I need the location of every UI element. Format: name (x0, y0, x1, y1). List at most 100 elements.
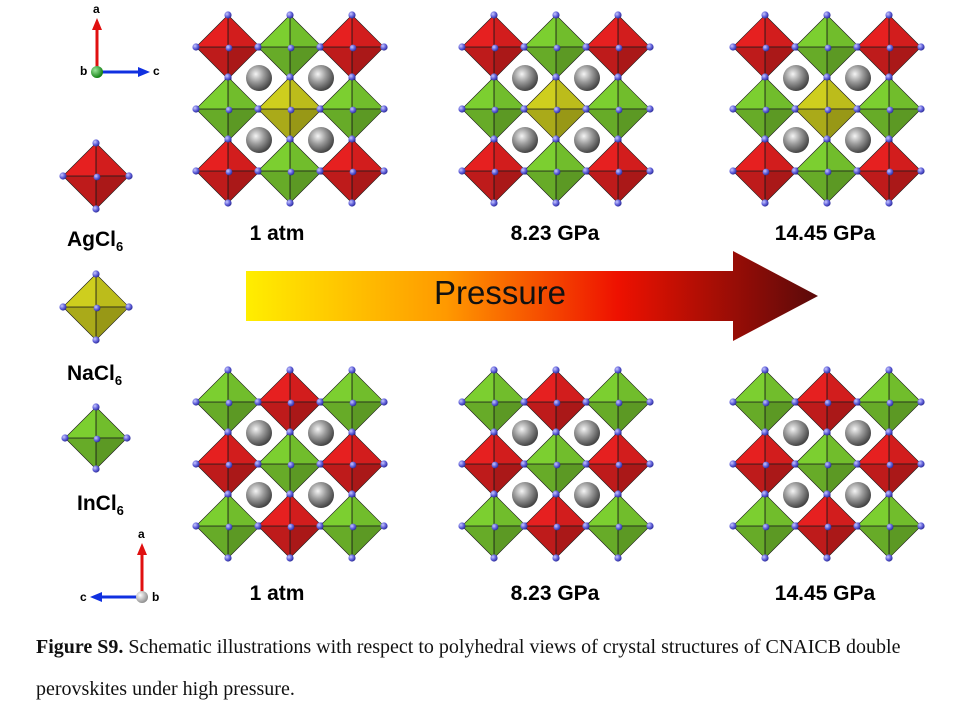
structure-top-2 (458, 11, 654, 207)
crystal-structures (192, 11, 925, 562)
structure-bottom-2-octahedron (582, 428, 654, 500)
cesium-atom (783, 420, 809, 446)
structure-top-2-octahedron (458, 73, 530, 145)
cesium-atom (308, 127, 334, 153)
structure-bottom-3-octahedron (729, 490, 801, 562)
cesium-atom (574, 482, 600, 508)
bottom-label-14-45gpa: 14.45 GPa (774, 582, 876, 605)
structure-top-1-octahedron (316, 11, 388, 83)
figure-caption: Figure S9. Schematic illustrations with … (36, 626, 951, 710)
cesium-atom (574, 65, 600, 91)
axis-c-label-bottom: c (80, 590, 87, 604)
axis-triad-top (91, 18, 150, 78)
structure-bottom-1-octahedron (254, 428, 326, 500)
legend-octahedron-incl6 (61, 403, 131, 473)
structure-top-1-octahedron (254, 135, 326, 207)
pressure-label: Pressure (433, 274, 567, 311)
cesium-atom (512, 482, 538, 508)
axis-triad-bottom (90, 543, 148, 603)
structure-bottom-2-octahedron (582, 490, 654, 562)
structure-top-1-octahedron (316, 135, 388, 207)
cesium-atom (308, 65, 334, 91)
structure-bottom-1-octahedron (192, 428, 264, 500)
bottom-label-1atm: 1 atm (249, 582, 305, 605)
cesium-atom (845, 420, 871, 446)
top-label-8-23gpa: 8.23 GPa (510, 222, 600, 245)
cesium-atom (845, 65, 871, 91)
structure-bottom-1-octahedron (192, 366, 264, 438)
structure-top-3-octahedron (729, 135, 801, 207)
legend-label-nacl6: NaCl6 (67, 362, 123, 388)
cesium-atom (783, 65, 809, 91)
bottom-label-8-23gpa: 8.23 GPa (510, 582, 600, 605)
structure-top-1-octahedron (316, 73, 388, 145)
axis-c-label-top: c (153, 64, 160, 78)
structure-top-2-octahedron (458, 135, 530, 207)
structure-bottom-2-octahedron (582, 366, 654, 438)
cesium-atom (512, 127, 538, 153)
structure-bottom-1-octahedron (316, 366, 388, 438)
cesium-atom (512, 65, 538, 91)
structure-top-3-octahedron (791, 135, 863, 207)
structure-bottom-1-octahedron (254, 366, 326, 438)
structure-bottom-1-octahedron (316, 490, 388, 562)
legend-octahedron-nacl6 (59, 270, 133, 344)
cesium-atom (308, 420, 334, 446)
structure-top-2-octahedron (582, 73, 654, 145)
structure-bottom-1-octahedron (316, 428, 388, 500)
cesium-atom (512, 420, 538, 446)
structure-top-3-octahedron (791, 73, 863, 145)
cesium-atom (845, 482, 871, 508)
perovskite-figure (59, 11, 925, 603)
structure-bottom-2-octahedron (458, 490, 530, 562)
structure-bottom-3-octahedron (853, 366, 925, 438)
structure-top-3 (729, 11, 925, 207)
structure-top-2-octahedron (582, 11, 654, 83)
cesium-atom (783, 482, 809, 508)
top-label-1atm: 1 atm (249, 222, 305, 245)
structure-bottom-2-octahedron (520, 490, 592, 562)
structure-top-3-octahedron (853, 135, 925, 207)
structure-bottom-3-octahedron (791, 428, 863, 500)
structure-bottom-1 (192, 366, 388, 562)
structure-bottom-3 (729, 366, 925, 562)
structure-bottom-3-octahedron (853, 490, 925, 562)
structure-bottom-2-octahedron (520, 366, 592, 438)
cesium-atom (783, 127, 809, 153)
structure-top-2-octahedron (582, 135, 654, 207)
cesium-atom (574, 420, 600, 446)
structure-bottom-3-octahedron (791, 490, 863, 562)
structure-top-3-octahedron (729, 73, 801, 145)
cesium-atom (845, 127, 871, 153)
cesium-atom (574, 127, 600, 153)
structure-bottom-2-octahedron (458, 366, 530, 438)
caption-text: Schematic illustrations with respect to … (36, 636, 901, 700)
legend-octahedra (59, 139, 133, 473)
structure-top-2-octahedron (520, 11, 592, 83)
top-label-14-45gpa: 14.45 GPa (774, 222, 876, 245)
structure-bottom-3-octahedron (853, 428, 925, 500)
legend-octahedron-agcl6 (59, 139, 133, 213)
cesium-atom (246, 420, 272, 446)
structure-top-1 (192, 11, 388, 207)
axis-b-label-bottom: b (152, 590, 160, 604)
structure-top-3-octahedron (853, 73, 925, 145)
structure-bottom-3-octahedron (729, 428, 801, 500)
legend-label-incl6: InCl6 (77, 492, 124, 518)
pressure-arrow (246, 251, 818, 341)
structure-top-1-octahedron (254, 11, 326, 83)
cesium-atom (308, 482, 334, 508)
structure-top-3-octahedron (853, 11, 925, 83)
cesium-atom (246, 482, 272, 508)
structure-bottom-2 (458, 366, 654, 562)
axis-a-label-bottom: a (138, 527, 145, 541)
structure-bottom-3-octahedron (729, 366, 801, 438)
caption-prefix: Figure S9. (36, 636, 124, 658)
axis-a-label-top: a (93, 2, 100, 16)
structure-top-2-octahedron (520, 73, 592, 145)
legend-label-agcl6: AgCl6 (67, 228, 124, 254)
structure-bottom-2-octahedron (520, 428, 592, 500)
cesium-atom (246, 65, 272, 91)
cesium-atom (246, 127, 272, 153)
axis-b-label-top: b (80, 64, 88, 78)
